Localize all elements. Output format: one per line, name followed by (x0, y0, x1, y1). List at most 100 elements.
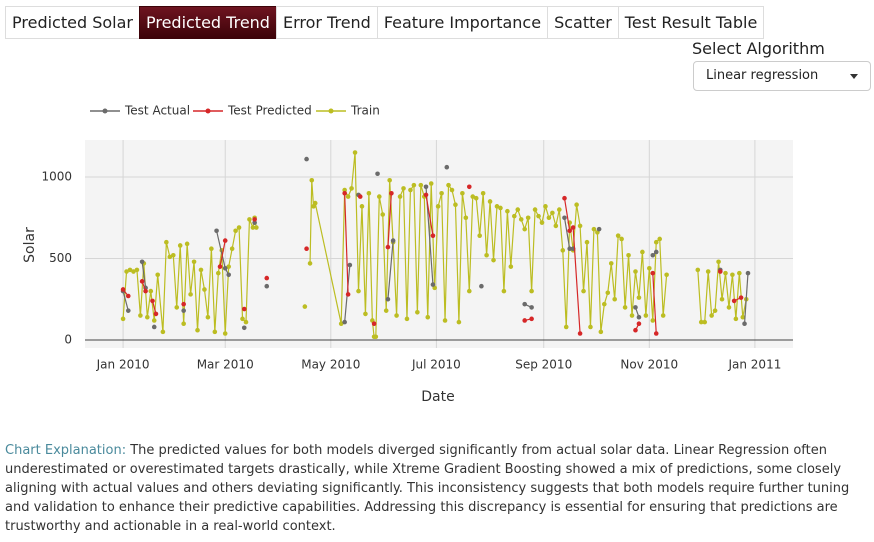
data-point (174, 305, 180, 310)
data-point (222, 331, 228, 336)
data-point (430, 282, 436, 287)
data-point (522, 226, 527, 232)
data-point (532, 207, 538, 212)
data-point (415, 310, 420, 315)
data-point (626, 252, 631, 258)
data-point (359, 204, 365, 209)
data-point (553, 223, 559, 229)
data-point (307, 261, 313, 266)
data-point (536, 213, 541, 219)
data-point (243, 319, 249, 325)
data-point (730, 272, 735, 278)
data-point (570, 246, 576, 252)
data-point (366, 191, 372, 196)
data-point (567, 246, 572, 252)
series-line (122, 289, 129, 297)
data-point (745, 270, 751, 276)
data-point (127, 267, 133, 273)
x-tick-label: Sep 2010 (515, 358, 572, 372)
data-point (181, 308, 186, 313)
data-point (352, 150, 358, 155)
data-point (577, 223, 583, 229)
data-point (264, 275, 270, 281)
data-point (442, 318, 448, 323)
series-line (634, 323, 640, 331)
data-point (529, 288, 534, 294)
data-point (595, 230, 600, 235)
x-tick-label: May 2010 (301, 358, 360, 372)
data-point (214, 228, 219, 234)
data-point (743, 296, 749, 302)
data-point (660, 313, 666, 318)
tab[interactable]: Scatter (547, 6, 619, 39)
data-point (148, 288, 154, 294)
data-point (726, 305, 732, 310)
data-point (160, 329, 166, 335)
data-point (425, 314, 431, 320)
tab-bar: Predicted Solar Predicted Trend Error Tren… (5, 6, 765, 39)
data-point (141, 261, 147, 266)
tab[interactable]: Feature Importance (376, 6, 549, 39)
tab[interactable]: Error Trend (275, 6, 378, 39)
algorithm-dropdown[interactable]: Linear regression (693, 61, 871, 91)
data-point (250, 225, 256, 230)
x-tick-label: Nov 2010 (620, 358, 678, 372)
chart-explanation: Chart Explanation: The predicted values … (5, 441, 867, 536)
data-point (446, 182, 451, 188)
tab[interactable]: Predicted Solar (5, 6, 140, 39)
y-axis-label: Solar (22, 227, 38, 263)
data-point (184, 241, 190, 247)
data-point (401, 186, 406, 191)
data-point (529, 316, 534, 322)
y-tick-label: 500 (49, 251, 72, 265)
data-point (423, 184, 429, 190)
data-point (151, 324, 157, 330)
data-point (650, 318, 656, 323)
data-point (138, 313, 143, 318)
data-point (254, 225, 259, 230)
data-point (240, 316, 245, 322)
select-label: Select Algorithm (692, 39, 825, 58)
data-point (380, 212, 386, 217)
data-point (229, 246, 235, 252)
data-point (120, 316, 126, 322)
data-point (539, 220, 545, 225)
dropdown-value: Linear regression (706, 68, 819, 83)
data-point (615, 233, 621, 238)
data-point (657, 236, 663, 242)
data-point (664, 272, 669, 278)
data-point (550, 210, 555, 216)
series-line (122, 290, 129, 311)
data-point (181, 321, 186, 327)
data-point (375, 171, 380, 177)
data-point (484, 252, 489, 258)
y-tick-label: 1000 (41, 170, 72, 184)
data-point (577, 331, 583, 336)
data-point (143, 285, 148, 291)
data-point (390, 239, 396, 245)
data-point (342, 187, 347, 193)
data-point (581, 288, 586, 294)
data-point (653, 249, 659, 255)
data-point (733, 316, 739, 322)
legend-label: Test Predicted (227, 104, 312, 118)
data-point (236, 225, 242, 230)
data-point (473, 195, 479, 201)
series-line (344, 264, 351, 323)
data-point (143, 288, 148, 294)
data-point (567, 220, 572, 225)
tab[interactable]: Test Result Table (617, 6, 765, 39)
data-point (145, 314, 150, 320)
data-point (477, 233, 482, 238)
tab[interactable]: Predicted Trend (138, 6, 277, 39)
data-point (719, 296, 725, 302)
data-point (650, 270, 656, 276)
data-point (491, 257, 496, 263)
data-point (716, 259, 721, 265)
data-point (643, 313, 649, 318)
data-point (529, 305, 534, 310)
x-tick-label: Jul 2010 (411, 358, 461, 372)
data-point (397, 194, 403, 199)
data-point (345, 194, 351, 199)
data-point (177, 243, 183, 248)
